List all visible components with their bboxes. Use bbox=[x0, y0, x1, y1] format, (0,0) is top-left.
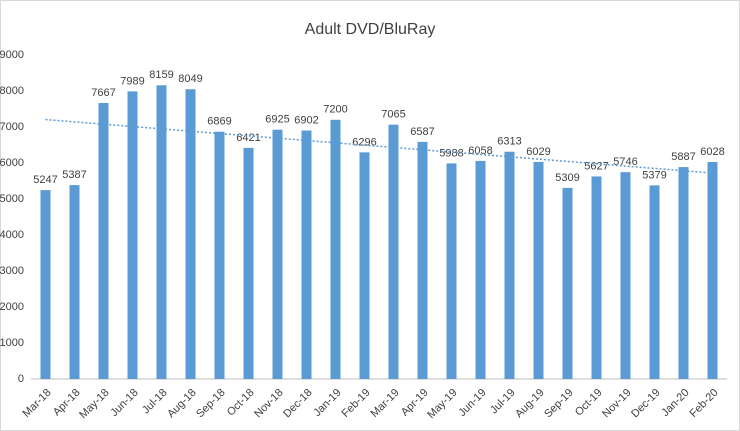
y-tick-label: 7000 bbox=[0, 121, 24, 133]
bar bbox=[707, 161, 718, 379]
trendline bbox=[45, 118, 713, 174]
data-label: 5746 bbox=[613, 156, 637, 168]
bar bbox=[330, 119, 341, 380]
data-label: 7667 bbox=[91, 87, 115, 99]
bar bbox=[562, 187, 573, 379]
data-label: 7200 bbox=[323, 104, 347, 116]
bar bbox=[591, 176, 602, 379]
bar bbox=[301, 130, 312, 379]
bar bbox=[98, 102, 109, 379]
data-label: 5627 bbox=[584, 160, 608, 172]
data-label: 6313 bbox=[497, 136, 521, 148]
data-label: 6902 bbox=[294, 114, 318, 126]
bar bbox=[272, 129, 283, 379]
bar bbox=[185, 89, 196, 380]
data-label: 6587 bbox=[410, 126, 434, 138]
data-label: 6029 bbox=[526, 146, 550, 158]
y-tick-label: 2000 bbox=[0, 301, 24, 313]
data-label: 5379 bbox=[642, 169, 666, 181]
data-label: 5887 bbox=[671, 151, 695, 163]
bar bbox=[243, 147, 254, 379]
data-label: 5309 bbox=[555, 172, 579, 184]
y-tick-label: 9000 bbox=[0, 49, 24, 61]
bar bbox=[446, 163, 457, 379]
data-label: 8159 bbox=[149, 69, 173, 81]
y-tick-label: 6000 bbox=[0, 157, 24, 169]
bar bbox=[359, 152, 370, 379]
y-tick-label: 4000 bbox=[0, 229, 24, 241]
data-label: 6925 bbox=[265, 114, 289, 126]
bar bbox=[69, 185, 80, 379]
data-label: 7065 bbox=[381, 109, 405, 121]
y-tick-label: 8000 bbox=[0, 85, 24, 97]
data-label: 6028 bbox=[700, 146, 724, 158]
data-label: 6058 bbox=[468, 145, 492, 157]
data-label: 5387 bbox=[62, 169, 86, 181]
data-label: 7989 bbox=[120, 75, 144, 87]
y-tick-label: 5000 bbox=[0, 193, 24, 205]
data-label: 8049 bbox=[178, 73, 202, 85]
data-label: 5988 bbox=[439, 147, 463, 159]
bar bbox=[678, 167, 689, 379]
bar bbox=[475, 160, 486, 379]
bar bbox=[40, 190, 51, 379]
bar bbox=[156, 85, 167, 379]
y-tick-label: 3000 bbox=[0, 265, 24, 277]
bar bbox=[127, 91, 138, 379]
bar bbox=[533, 161, 544, 379]
data-label: 6421 bbox=[236, 132, 260, 144]
bar bbox=[649, 185, 660, 379]
data-label: 5247 bbox=[33, 174, 57, 186]
bar bbox=[417, 141, 428, 379]
bar bbox=[214, 131, 225, 379]
bar bbox=[504, 151, 515, 379]
y-tick-label: 1000 bbox=[0, 337, 24, 349]
bar bbox=[620, 172, 631, 379]
chart-title: Adult DVD/BluRay bbox=[305, 21, 436, 38]
data-label: 6869 bbox=[207, 116, 231, 128]
bar bbox=[388, 124, 399, 379]
y-tick-label: 0 bbox=[18, 373, 24, 385]
